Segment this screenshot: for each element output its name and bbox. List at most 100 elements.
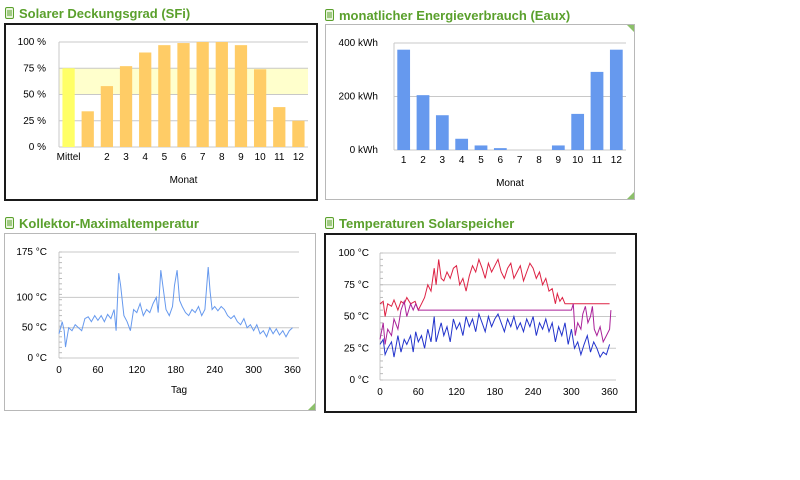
x-tick-label: 2 — [104, 152, 110, 163]
x-tick-label: 0 — [56, 365, 62, 376]
x-tick-label: 10 — [572, 155, 584, 166]
y-tick-label: 100 °C — [16, 292, 47, 303]
series-line — [379, 257, 610, 317]
corner-marker — [308, 403, 315, 410]
bar — [158, 45, 171, 147]
y-tick-label: 75 °C — [344, 280, 369, 291]
bar — [139, 52, 152, 147]
x-tick-label: 360 — [601, 387, 618, 398]
bar — [100, 86, 114, 147]
x-tick-label: 60 — [413, 387, 425, 398]
x-tick-label: 11 — [592, 155, 603, 166]
x-tick-label: 120 — [128, 365, 145, 376]
panel-title-deckungsgrad: Solarer Deckungsgrad (SFi) — [5, 3, 190, 23]
x-tick-label: 11 — [274, 152, 285, 163]
x-axis-label: Monat — [496, 178, 524, 189]
y-tick-label: 50 % — [23, 90, 46, 101]
chart-solarspeicher-box: 0 °C 25 °C 50 °C 75 °C 100 °C 0 60 120 180 240 300… — [324, 233, 637, 413]
x-tick-label: 12 — [611, 155, 623, 166]
x-tick-label: 120 — [448, 387, 465, 398]
x-tick-label: 8 — [536, 155, 542, 166]
y-tick-label: 0 °C — [349, 375, 369, 386]
bar — [273, 107, 286, 147]
x-tick-label: 9 — [556, 155, 562, 166]
document-icon — [5, 217, 14, 229]
bar — [62, 68, 75, 147]
panel-title-solarspeicher: Temperaturen Solarspeicher — [325, 213, 514, 233]
x-tick-label: 3 — [123, 152, 129, 163]
panel-title-text: Solarer Deckungsgrad (SFi) — [19, 5, 191, 21]
bar — [571, 113, 585, 150]
document-icon — [325, 9, 334, 21]
x-tick-label: 4 — [459, 155, 465, 166]
x-tick-label: 12 — [293, 152, 305, 163]
x-tick-label: 3 — [440, 155, 446, 166]
bar — [435, 115, 449, 150]
chart-deckungsgrad-box: 0 % 25 % 50 % 75 % 100 % Mittel 2 3 4 5 6 7 8 9 10 11 12… — [4, 23, 318, 201]
x-tick-label: 2 — [420, 155, 426, 166]
y-tick-label: 75 % — [23, 63, 46, 74]
corner-marker — [627, 25, 634, 32]
bar — [292, 120, 305, 147]
bar — [253, 69, 267, 147]
corner-marker — [627, 192, 634, 199]
bar — [590, 71, 604, 150]
panel-title-text: Kollektor-Maximaltemperatur — [19, 215, 199, 231]
y-tick-label: 50 °C — [22, 323, 47, 334]
bar — [177, 43, 190, 147]
x-tick-label: 180 — [486, 387, 503, 398]
bar — [416, 95, 430, 150]
x-tick-label: 7 — [517, 155, 523, 166]
x-axis-label: Monat — [170, 175, 198, 186]
y-tick-label: 200 kWh — [339, 92, 378, 103]
y-tick-label: 25 °C — [344, 343, 369, 354]
y-tick-label: 100 °C — [338, 248, 369, 259]
x-tick-label: 10 — [255, 152, 267, 163]
panel-title-text: monatlicher Energieverbrauch (Eaux) — [339, 7, 571, 23]
y-tick-label: 400 kWh — [339, 38, 378, 49]
bar — [397, 49, 411, 150]
x-axis-label: Tag — [171, 385, 187, 396]
x-tick-label: 9 — [238, 152, 244, 163]
bar — [215, 42, 228, 147]
x-tick-label: 5 — [162, 152, 168, 163]
document-icon — [5, 7, 14, 19]
bar — [81, 111, 94, 147]
panel-title-text: Temperaturen Solarspeicher — [339, 215, 515, 231]
x-tick-label: 1 — [401, 155, 407, 166]
chart-deckungsgrad: 0 % 25 % 50 % 75 % 100 % Mittel 2 3 4 5 6 7 8 9 10 11 12… — [18, 37, 308, 186]
y-tick-label: 25 % — [23, 116, 46, 127]
y-tick-label: 0 kWh — [350, 145, 378, 156]
bar — [474, 145, 488, 150]
chart-kollektor: 0 °C 50 °C 100 °C 175 °C 0 60 120 180 240 300 360 T… — [16, 247, 301, 396]
document-icon — [325, 217, 334, 229]
y-tick-label: 100 % — [18, 37, 46, 48]
y-tick-label: 50 °C — [344, 312, 369, 323]
y-tick-label: 175 °C — [16, 247, 47, 258]
x-tick-label: 300 — [245, 365, 262, 376]
x-tick-label: 6 — [181, 152, 187, 163]
bar — [551, 145, 565, 150]
x-tick-label: 60 — [92, 365, 104, 376]
x-tick-label: 4 — [142, 152, 148, 163]
bar — [196, 42, 209, 147]
panel-title-kollektor: Kollektor-Maximaltemperatur — [5, 213, 199, 233]
x-tick-label: 8 — [219, 152, 225, 163]
x-tick-label: 240 — [525, 387, 542, 398]
x-tick-label: 180 — [167, 365, 184, 376]
y-tick-label: 0 % — [29, 142, 46, 153]
x-tick-label: 0 — [377, 387, 383, 398]
bar — [609, 49, 623, 150]
x-tick-label: 360 — [284, 365, 301, 376]
x-tick-label: 300 — [563, 387, 580, 398]
x-tick-label: 6 — [498, 155, 504, 166]
x-tick-label: 5 — [478, 155, 484, 166]
series-line — [379, 312, 611, 359]
bar — [234, 45, 248, 147]
x-tick-label: 7 — [200, 152, 206, 163]
chart-energieverbrauch-box: 0 kWh 200 kWh 400 kWh 1 2 3 4 5 6 7 8 9 10 11 12 Monat — [325, 24, 635, 200]
bar — [119, 66, 133, 147]
x-tick-label: Mittel — [57, 152, 81, 163]
series-line — [58, 267, 293, 348]
